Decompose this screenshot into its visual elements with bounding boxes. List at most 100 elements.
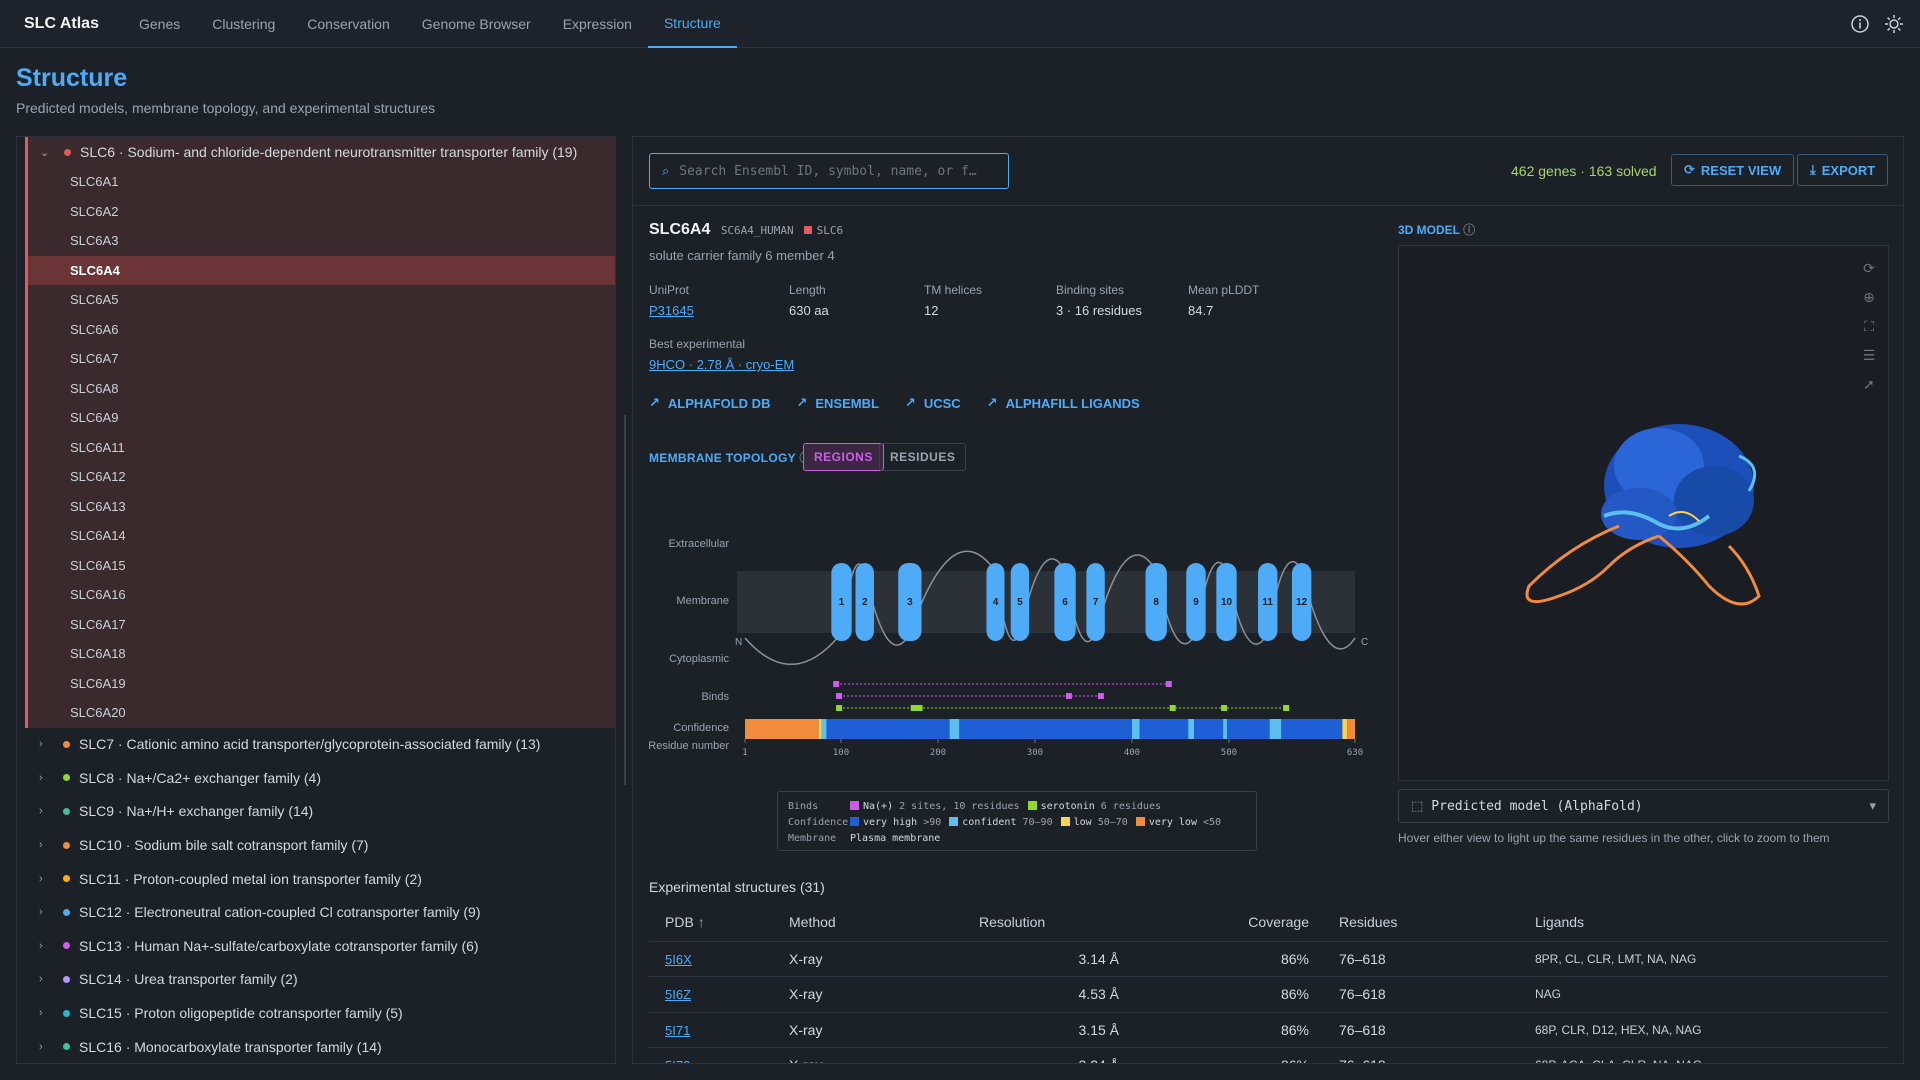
chevron-down-icon[interactable]: ⌄ [40,146,50,159]
reset-view-button[interactable]: ⟳ RESET VIEW [1671,154,1795,186]
tm-helix [1291,563,1312,641]
fact-label: TM helices [924,283,983,297]
gene-item[interactable]: SLC6A14 [70,528,126,544]
model-type-select[interactable]: ⬚ Predicted model (AlphaFold) ▾ [1398,789,1889,823]
family-row[interactable]: › SLC15 · Proton oligopeptide cotransport… [17,996,615,1030]
table-row[interactable]: 5I6X X-ray 3.14 Å 86% 76–618 8PR, CL, CLR, LM… [649,941,1889,977]
tab-genome-browser[interactable]: Genome Browser [421,15,531,32]
family-row[interactable]: › SLC12 · Electroneutral cation-coupled C… [17,895,615,929]
pdb-link[interactable]: 5I73 [665,1058,690,1063]
info-icon[interactable] [1850,14,1870,34]
chevron-right-icon[interactable]: › [39,973,43,986]
chevron-right-icon[interactable]: › [39,939,43,952]
family-label: SLC16 · Monocarboxylate transporter fami… [79,1038,382,1055]
family-row[interactable]: › SLC13 · Human Na+-sulfate/carboxylate c… [17,929,615,963]
alphafold-link[interactable]: ↗ ALPHAFOLD DB [649,395,770,411]
gene-item[interactable]: SLC6A12 [70,469,126,485]
gene-item[interactable]: SLC6A13 [70,498,126,514]
3d-model-viewer[interactable]: ⟳ ⊕ ⛶ ☰ ➚ [1398,245,1889,781]
help-icon[interactable]: ⓘ [1463,223,1476,237]
family-color-dot [63,807,70,815]
family-label: SLC9 · Na+/H+ exchanger family (14) [79,803,314,820]
gene-item[interactable]: SLC6A15 [70,557,126,573]
gene-item[interactable]: SLC6A1 [70,174,119,190]
uniprot-entry: SC6A4_HUMAN [720,224,794,237]
fact-tm-helices: TM helices 12 [924,283,982,318]
family-row[interactable]: › SLC8 · Na+/Ca2+ exchanger family (4) [17,761,615,795]
fullscreen-icon[interactable]: ⛶ [1864,318,1874,334]
gene-item[interactable]: SLC6A11 [70,439,125,455]
chevron-right-icon[interactable]: › [39,872,43,885]
column-residues[interactable]: Residues [1339,903,1535,942]
theme-toggle-icon[interactable] [1884,14,1904,34]
table-row[interactable]: 5I6Z X-ray 4.53 Å 86% 76–618 NAG [649,976,1889,1013]
tm-helix [1010,563,1030,641]
family-row[interactable]: › SLC11 · Proton-coupled metal ion transp… [17,862,615,896]
column-resolution[interactable]: Resolution [979,903,1159,942]
best-structure-link[interactable]: 9HCO · 2.78 Å · cryo-EM [649,357,795,372]
mode-residues-button[interactable]: RESIDUES [879,443,967,471]
mode-regions-button[interactable]: REGIONS [803,443,884,471]
legend-key: Binds [788,800,819,812]
tab-structure[interactable]: Structure [647,0,737,48]
family-label: SLC10 · Sodium bile salt cotransport fam… [79,837,369,854]
gene-item[interactable]: SLC6A8 [70,380,119,396]
tree-scrollbar[interactable] [624,415,626,785]
gene-item[interactable]: SLC6A4 [28,255,615,285]
gene-item[interactable]: SLC6A20 [70,705,126,721]
column-ligands[interactable]: Ligands [1535,903,1889,942]
family-row[interactable]: › SLC16 · Monocarboxylate transporter fam… [17,1030,615,1063]
sort-up-icon[interactable]: ↑ [697,913,705,930]
family-row[interactable]: › SLC9 · Na+/H+ exchanger family (14) [17,795,615,829]
chevron-right-icon[interactable]: › [39,906,43,919]
table-row[interactable]: 5I71 X-ray 3.15 Å 86% 76–618 68P, CLR, D12, H… [649,1012,1889,1048]
tab-expression[interactable]: Expression [562,15,632,32]
pdb-link[interactable]: 5I6X [665,951,692,967]
gene-item[interactable]: SLC6A5 [70,292,119,308]
gene-item[interactable]: SLC6A19 [70,675,126,691]
family-row[interactable]: › SLC14 · Urea transporter family (2) [17,963,615,997]
settings-sliders-icon[interactable]: ☰ [1862,347,1876,363]
column-method[interactable]: Method [789,903,979,942]
chevron-right-icon[interactable]: › [39,805,43,818]
chevron-right-icon[interactable]: › [39,738,43,751]
gene-item[interactable]: SLC6A6 [70,321,119,337]
pdb-link[interactable]: 5I71 [665,1022,691,1038]
gene-item[interactable]: SLC6A17 [70,616,126,632]
family-row-slc6[interactable]: ⌄ SLC6 · Sodium- and chloride-dependent … [28,137,615,167]
tab-conservation[interactable]: Conservation [307,15,390,32]
chevron-right-icon[interactable]: › [39,1040,43,1053]
uniprot-link[interactable]: P31645 [649,303,694,318]
export-button[interactable]: ⤓ EXPORT [1797,154,1889,186]
tab-genes[interactable]: Genes [138,15,181,32]
gene-item[interactable]: SLC6A2 [70,203,119,219]
gene-item[interactable]: SLC6A9 [70,410,119,426]
gene-item[interactable]: SLC6A7 [70,351,119,367]
tab-clustering[interactable]: Clustering [212,15,276,32]
gene-item[interactable]: SLC6A16 [70,587,126,603]
ensembl-link[interactable]: ↗ ENSEMBL [796,395,878,411]
family-row[interactable]: › SLC10 · Sodium bile salt cotransport fa… [17,828,615,862]
family-label: SLC12 · Electroneutral cation-coupled Cl… [79,904,481,921]
chevron-right-icon[interactable]: › [39,1007,43,1020]
chevron-right-icon[interactable]: › [39,771,43,784]
rotate-icon[interactable]: ⟳ [1863,260,1875,276]
tm-helix [898,563,922,641]
pdb-link[interactable]: 5I6Z [665,987,692,1003]
membrane-topology-chart[interactable]: Extracellular Membrane Cytoplasmic Binds Con… [633,483,1373,763]
app-title[interactable]: SLC Atlas [24,14,99,32]
search-input[interactable]: ⌕ Search Ensembl ID, symbol, name, or f… [649,153,1009,189]
alphafill-link[interactable]: ↗ ALPHAFILL LIGANDS [987,395,1140,411]
gene-item[interactable]: SLC6A18 [70,646,126,662]
center-icon[interactable]: ⊕ [1863,289,1875,305]
helix-number: 11 [1262,597,1273,608]
column-coverage[interactable]: Coverage [1159,903,1339,942]
gene-item[interactable]: SLC6A3 [70,233,119,249]
family-row[interactable]: › SLC7 · Cationic amino acid transporter/… [17,728,615,762]
ucsc-link[interactable]: ↗ UCSC [905,395,961,411]
pointer-icon[interactable]: ➚ [1863,376,1875,392]
column-pdb[interactable]: PDB ↑ [649,903,789,942]
axis-tick-label: 500 [1221,748,1237,758]
chevron-right-icon[interactable]: › [39,839,43,852]
